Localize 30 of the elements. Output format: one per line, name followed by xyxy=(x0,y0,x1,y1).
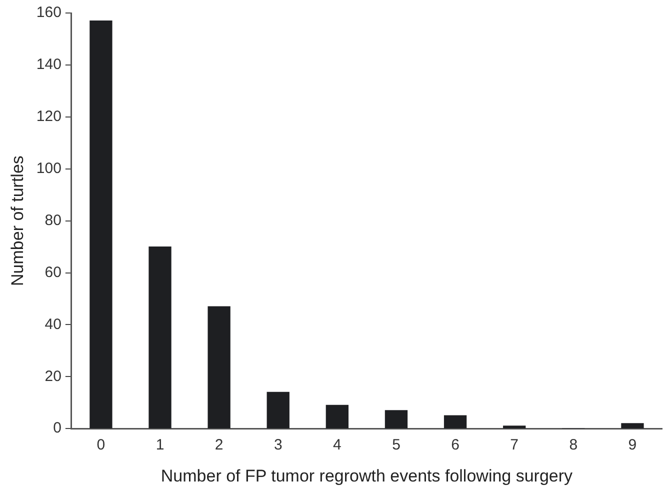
y-axis-title: Number of turtles xyxy=(8,156,27,286)
bar xyxy=(621,423,644,428)
x-tick-label: 7 xyxy=(510,436,519,454)
x-tick-label: 4 xyxy=(333,436,342,454)
y-tick-label: 140 xyxy=(36,56,62,74)
y-tick-label: 0 xyxy=(53,420,62,437)
x-tick-label: 8 xyxy=(569,436,578,454)
y-tick-label: 120 xyxy=(36,108,62,126)
bar xyxy=(148,246,172,428)
x-tick-label: 2 xyxy=(214,436,224,454)
y-tick-label: 20 xyxy=(44,368,62,385)
y-tick-label: 160 xyxy=(36,4,62,22)
bar xyxy=(444,415,467,428)
bar xyxy=(326,404,349,428)
bar xyxy=(208,306,230,428)
x-tick-label: 6 xyxy=(451,436,460,454)
bar xyxy=(503,426,526,428)
y-tick-label: 60 xyxy=(44,264,62,281)
x-axis-title: Number of FP tumor regrowth events following surgery xyxy=(160,466,574,486)
x-tick-label: 5 xyxy=(392,436,400,454)
x-tick-label: 3 xyxy=(274,436,282,454)
bar xyxy=(90,20,112,428)
y-tick-label: 40 xyxy=(44,316,62,333)
y-tick-label: 80 xyxy=(44,212,62,229)
x-tick-label: 1 xyxy=(156,436,164,454)
x-tick-label: 0 xyxy=(96,436,106,454)
x-tick-label: 9 xyxy=(628,436,637,454)
bar xyxy=(384,410,408,428)
bar xyxy=(266,392,290,428)
y-tick-label: 100 xyxy=(36,160,62,177)
